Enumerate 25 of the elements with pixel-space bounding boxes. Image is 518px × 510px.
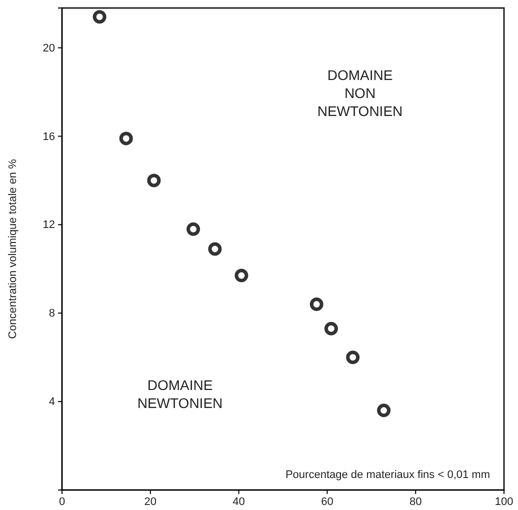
point [310,298,324,312]
annotation: DOMAINE NON NEWTONIEN [317,67,403,119]
y-tick-label: 16 [42,130,55,143]
point [324,322,338,336]
y-tick-label: 8 [48,308,55,320]
point [346,350,360,364]
y-tick-label: 12 [42,219,55,232]
point [234,268,248,282]
x-tick-label: 100 [494,496,514,508]
x-tick-label: 20 [144,496,157,508]
x-tick-label: 80 [409,496,422,508]
x-tick-label: 40 [232,496,245,508]
point [147,174,161,188]
y-axis-title: Concentration volumique totale en % [7,158,19,339]
x-axis-title: Pourcentage de materiaux fins < 0,01 mm [285,469,490,481]
y-tick-label: 20 [42,42,55,54]
x-tick-label: 60 [321,496,334,508]
point [377,404,391,418]
y-tick-label: 4 [48,396,55,408]
point [186,222,200,236]
point [208,242,222,256]
point [119,132,133,146]
x-tick-label: 0 [58,496,66,508]
point [92,10,106,24]
annotation: DOMAINE NEWTONIEN [137,377,223,411]
